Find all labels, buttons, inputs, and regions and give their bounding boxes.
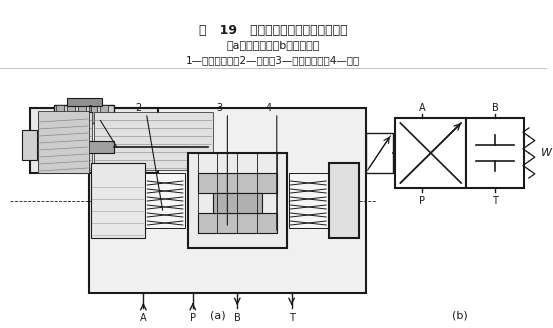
Text: P: P (419, 196, 425, 206)
Bar (198, 173, 277, 193)
Text: B: B (234, 313, 241, 323)
Bar (366, 133, 393, 173)
Text: (b): (b) (452, 310, 467, 320)
Bar (89, 108, 366, 293)
Bar (84, 141, 114, 153)
Text: T: T (289, 313, 295, 323)
Bar (329, 163, 359, 238)
Bar (67, 98, 102, 106)
Bar (289, 173, 328, 228)
Text: A: A (140, 313, 147, 323)
Bar (212, 193, 262, 213)
Text: B: B (492, 103, 498, 113)
Bar (38, 111, 89, 173)
Bar (188, 153, 286, 248)
Text: W: W (541, 148, 552, 158)
Bar (100, 105, 108, 123)
Bar (78, 105, 86, 123)
Bar (145, 173, 185, 228)
Text: 1—比例电磁铁；2—弹簧；3—节流阀阀心；4—阀体: 1—比例电磁铁；2—弹簧；3—节流阀阀心；4—阀体 (186, 55, 360, 65)
Text: A: A (419, 103, 426, 113)
Text: P: P (190, 313, 196, 323)
Text: 1: 1 (88, 105, 94, 115)
Bar (91, 163, 145, 238)
Text: （a）结构图；（b）图形符号: （a）结构图；（b）图形符号 (226, 40, 320, 50)
Bar (89, 105, 97, 123)
Bar (67, 105, 75, 123)
Bar (198, 213, 277, 233)
Text: 2: 2 (135, 103, 142, 113)
Bar (94, 112, 212, 170)
Text: 3: 3 (216, 103, 222, 113)
Text: 4: 4 (266, 103, 272, 113)
Text: 图   19   普通型直动式电液比例节流阀: 图 19 普通型直动式电液比例节流阀 (199, 24, 347, 36)
Bar (395, 118, 466, 188)
Bar (54, 105, 114, 123)
Bar (466, 118, 524, 188)
Bar (56, 105, 64, 123)
Bar (22, 130, 36, 160)
Bar (38, 112, 92, 170)
Text: T: T (492, 196, 498, 206)
Text: (a): (a) (210, 310, 225, 320)
Bar (30, 108, 158, 173)
